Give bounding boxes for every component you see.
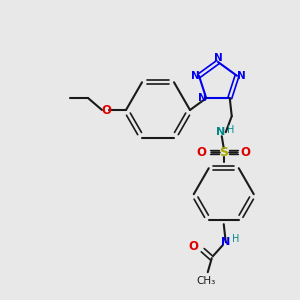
Text: N: N (198, 93, 207, 103)
Text: H: H (227, 125, 234, 135)
Text: S: S (219, 146, 228, 159)
Text: H: H (232, 234, 239, 244)
Text: O: O (101, 103, 111, 116)
Text: N: N (190, 71, 200, 81)
Text: N: N (214, 53, 222, 63)
Text: N: N (221, 237, 230, 247)
Text: CH₃: CH₃ (196, 276, 215, 286)
Text: O: O (241, 146, 251, 159)
Text: N: N (237, 71, 245, 81)
Text: O: O (189, 240, 199, 253)
Text: O: O (197, 146, 207, 159)
Text: N: N (216, 127, 225, 137)
